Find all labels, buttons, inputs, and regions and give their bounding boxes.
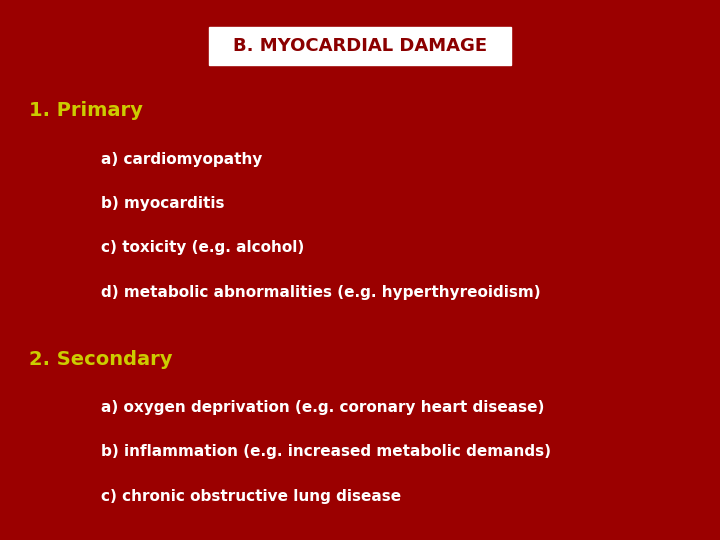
Text: b) myocarditis: b) myocarditis [101,196,225,211]
Text: d) metabolic abnormalities (e.g. hyperthyreoidism): d) metabolic abnormalities (e.g. hyperth… [101,285,541,300]
Text: a) oxygen deprivation (e.g. coronary heart disease): a) oxygen deprivation (e.g. coronary hea… [101,400,544,415]
Text: c) chronic obstructive lung disease: c) chronic obstructive lung disease [101,489,401,504]
FancyBboxPatch shape [209,27,511,65]
Text: c) toxicity (e.g. alcohol): c) toxicity (e.g. alcohol) [101,240,304,255]
Text: 1. Primary: 1. Primary [29,101,143,120]
Text: b) inflammation (e.g. increased metabolic demands): b) inflammation (e.g. increased metaboli… [101,444,551,460]
Text: 2. Secondary: 2. Secondary [29,349,172,369]
Text: a) cardiomyopathy: a) cardiomyopathy [101,152,262,167]
Text: B. MYOCARDIAL DAMAGE: B. MYOCARDIAL DAMAGE [233,37,487,55]
